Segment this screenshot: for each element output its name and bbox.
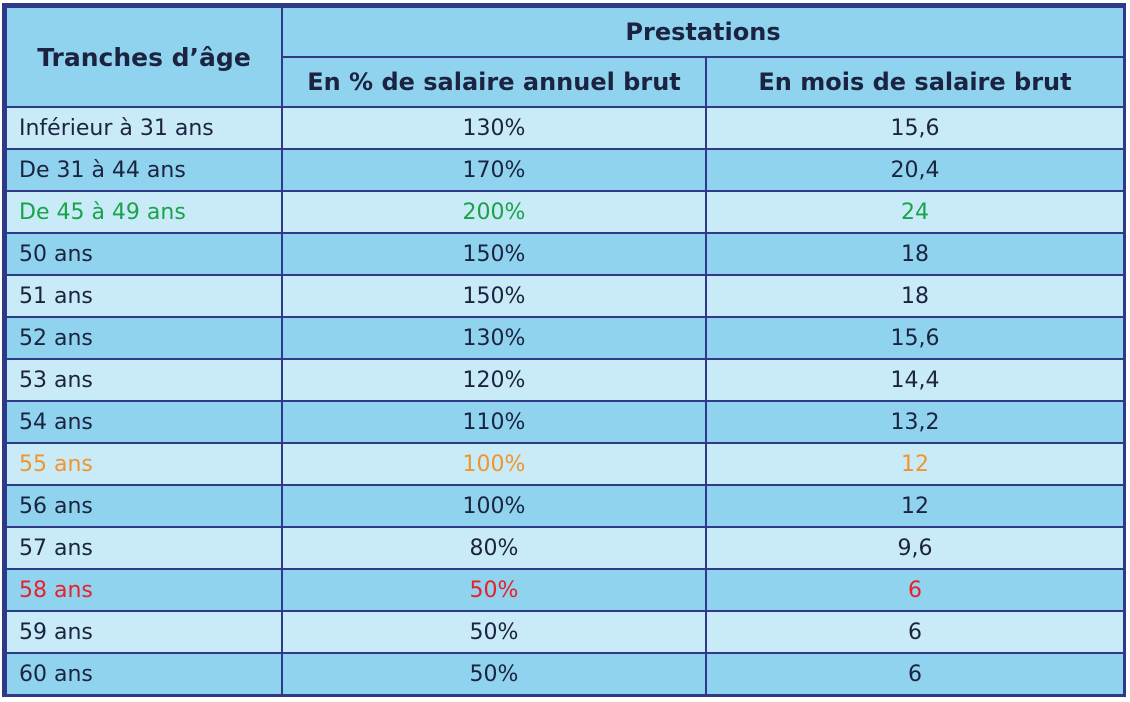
- months-cell: 18: [705, 274, 1123, 318]
- percent-cell: 120%: [281, 358, 707, 402]
- table-row: Inférieur à 31 ans 130% 15,6: [5, 106, 1123, 150]
- table-row: 51 ans 150% 18: [5, 274, 1123, 318]
- percent-cell: 100%: [281, 442, 707, 486]
- table-row: 52 ans 130% 15,6: [5, 316, 1123, 360]
- age-cell: De 31 à 44 ans: [5, 148, 283, 192]
- months-cell: 9,6: [705, 526, 1123, 570]
- table-row: 50 ans 150% 18: [5, 232, 1123, 276]
- age-cell: 51 ans: [5, 274, 283, 318]
- age-cell: 55 ans: [5, 442, 283, 486]
- table-row: 55 ans 100% 12: [5, 442, 1123, 486]
- percent-salary-header: En % de salaire annuel brut: [281, 56, 707, 108]
- benefits-header: Prestations: [281, 6, 1123, 58]
- table-row: De 45 à 49 ans 200% 24: [5, 190, 1123, 234]
- age-cell: 57 ans: [5, 526, 283, 570]
- months-cell: 14,4: [705, 358, 1123, 402]
- table-row: 60 ans 50% 6: [5, 652, 1123, 694]
- months-cell: 6: [705, 610, 1123, 654]
- age-cell: 52 ans: [5, 316, 283, 360]
- months-cell: 12: [705, 484, 1123, 528]
- age-cell: Inférieur à 31 ans: [5, 106, 283, 150]
- age-cell: De 45 à 49 ans: [5, 190, 283, 234]
- table-row: 59 ans 50% 6: [5, 610, 1123, 654]
- table-row: 58 ans 50% 6: [5, 568, 1123, 612]
- months-cell: 13,2: [705, 400, 1123, 444]
- months-cell: 15,6: [705, 106, 1123, 150]
- age-cell: 59 ans: [5, 610, 283, 654]
- months-cell: 6: [705, 568, 1123, 612]
- age-cell: 53 ans: [5, 358, 283, 402]
- months-cell: 15,6: [705, 316, 1123, 360]
- months-cell: 20,4: [705, 148, 1123, 192]
- age-cell: 50 ans: [5, 232, 283, 276]
- percent-cell: 50%: [281, 652, 707, 694]
- months-cell: 6: [705, 652, 1123, 694]
- percent-cell: 100%: [281, 484, 707, 528]
- table-row: De 31 à 44 ans 170% 20,4: [5, 148, 1123, 192]
- percent-cell: 80%: [281, 526, 707, 570]
- table-body: Inférieur à 31 ans 130% 15,6 De 31 à 44 ans…: [5, 106, 1123, 694]
- percent-cell: 130%: [281, 106, 707, 150]
- percent-cell: 150%: [281, 274, 707, 318]
- percent-cell: 50%: [281, 568, 707, 612]
- percent-cell: 150%: [281, 232, 707, 276]
- table-row: 54 ans 110% 13,2: [5, 400, 1123, 444]
- percent-cell: 110%: [281, 400, 707, 444]
- months-salary-header: En mois de salaire brut: [705, 56, 1123, 108]
- percent-cell: 170%: [281, 148, 707, 192]
- age-range-header: Tranches d’âge: [5, 6, 283, 108]
- table-row: 57 ans 80% 9,6: [5, 526, 1123, 570]
- percent-cell: 50%: [281, 610, 707, 654]
- benefits-table: Tranches d’âge Prestations En % de salai…: [5, 6, 1123, 694]
- months-cell: 18: [705, 232, 1123, 276]
- table-row: 53 ans 120% 14,4: [5, 358, 1123, 402]
- age-cell: 58 ans: [5, 568, 283, 612]
- age-cell: 54 ans: [5, 400, 283, 444]
- table-row: 56 ans 100% 12: [5, 484, 1123, 528]
- age-cell: 60 ans: [5, 652, 283, 694]
- months-cell: 24: [705, 190, 1123, 234]
- percent-cell: 200%: [281, 190, 707, 234]
- age-cell: 56 ans: [5, 484, 283, 528]
- benefits-table-container: Tranches d’âge Prestations En % de salai…: [2, 3, 1126, 697]
- months-cell: 12: [705, 442, 1123, 486]
- percent-cell: 130%: [281, 316, 707, 360]
